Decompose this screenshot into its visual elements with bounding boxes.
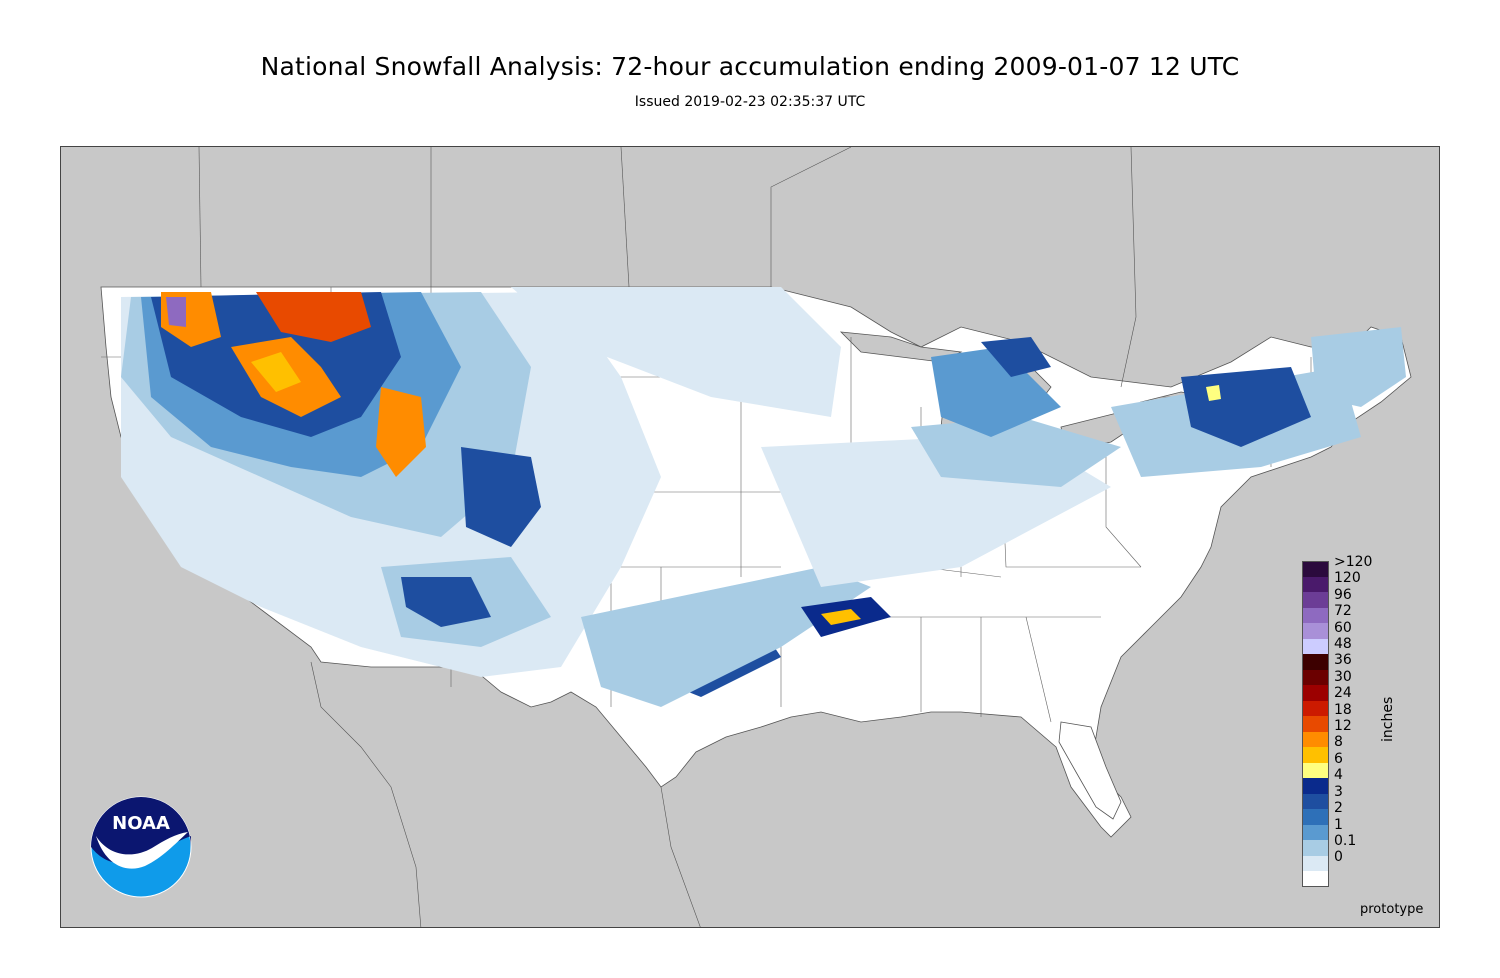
legend-label: 12 xyxy=(1334,718,1352,735)
issued-timestamp: Issued 2019-02-23 02:35:37 UTC xyxy=(634,94,866,110)
legend-label: 6 xyxy=(1334,750,1343,767)
international-boundaries xyxy=(198,147,1137,927)
legend-unit: inches xyxy=(1380,696,1396,742)
legend-label: 30 xyxy=(1334,668,1352,685)
florida xyxy=(1058,721,1122,820)
legend-swatch xyxy=(1302,731,1329,747)
legend-swatch xyxy=(1302,654,1329,670)
noaa-logo: NOAA xyxy=(90,796,192,898)
legend-swatch xyxy=(1302,592,1329,608)
color-legend xyxy=(1302,561,1330,887)
legend-swatch xyxy=(1302,778,1329,794)
map-title: National Snowfall Analysis: 72-hour accu… xyxy=(260,52,1240,81)
legend-swatch xyxy=(1302,762,1329,778)
legend-swatch xyxy=(1302,747,1329,763)
legend-swatch xyxy=(1302,716,1329,732)
legend-swatch xyxy=(1302,638,1329,654)
noaa-logo-text: NOAA xyxy=(112,813,170,834)
legend-swatch xyxy=(1302,824,1329,840)
legend-label: 0.1 xyxy=(1334,832,1357,849)
legend-label: 3 xyxy=(1334,783,1343,800)
legend-swatch xyxy=(1302,561,1329,577)
legend-swatch xyxy=(1302,809,1329,825)
legend-swatch xyxy=(1302,576,1329,592)
legend-label: 60 xyxy=(1334,619,1352,636)
legend-label: 36 xyxy=(1334,652,1352,669)
legend-swatch xyxy=(1302,685,1329,701)
map-canvas xyxy=(100,147,1412,927)
legend-labels: >120 120 96 72 60 48 36 30 24 18 12 8 6 4 3 2 1 0.1 0 xyxy=(1334,554,1372,866)
snowfall-shading xyxy=(121,287,1406,707)
prototype-note: prototype xyxy=(1360,902,1424,917)
legend-label: 8 xyxy=(1334,734,1343,751)
legend-swatch xyxy=(1302,855,1329,871)
legend-label: >120 xyxy=(1334,554,1373,570)
legend-label: 2 xyxy=(1334,800,1343,817)
noaa-emblem-icon: NOAA xyxy=(90,796,192,898)
legend-label: 4 xyxy=(1334,767,1343,784)
legend-swatch xyxy=(1302,607,1329,623)
legend-label: 48 xyxy=(1334,636,1352,653)
legend-label: 0 xyxy=(1334,849,1343,866)
legend-label: 72 xyxy=(1334,603,1352,620)
legend-swatch xyxy=(1302,700,1329,716)
legend-swatch xyxy=(1302,669,1329,685)
legend-label: 96 xyxy=(1334,586,1352,603)
legend-label: 24 xyxy=(1334,685,1352,702)
legend-label: 1 xyxy=(1334,816,1343,833)
legend-swatch xyxy=(1302,840,1329,856)
legend-swatch xyxy=(1302,623,1329,639)
legend-swatch xyxy=(1302,793,1329,809)
legend-swatch xyxy=(1302,871,1329,887)
snowfall-map[interactable] xyxy=(60,146,1440,928)
legend-label: 18 xyxy=(1334,701,1352,718)
legend-label: 120 xyxy=(1334,570,1361,587)
